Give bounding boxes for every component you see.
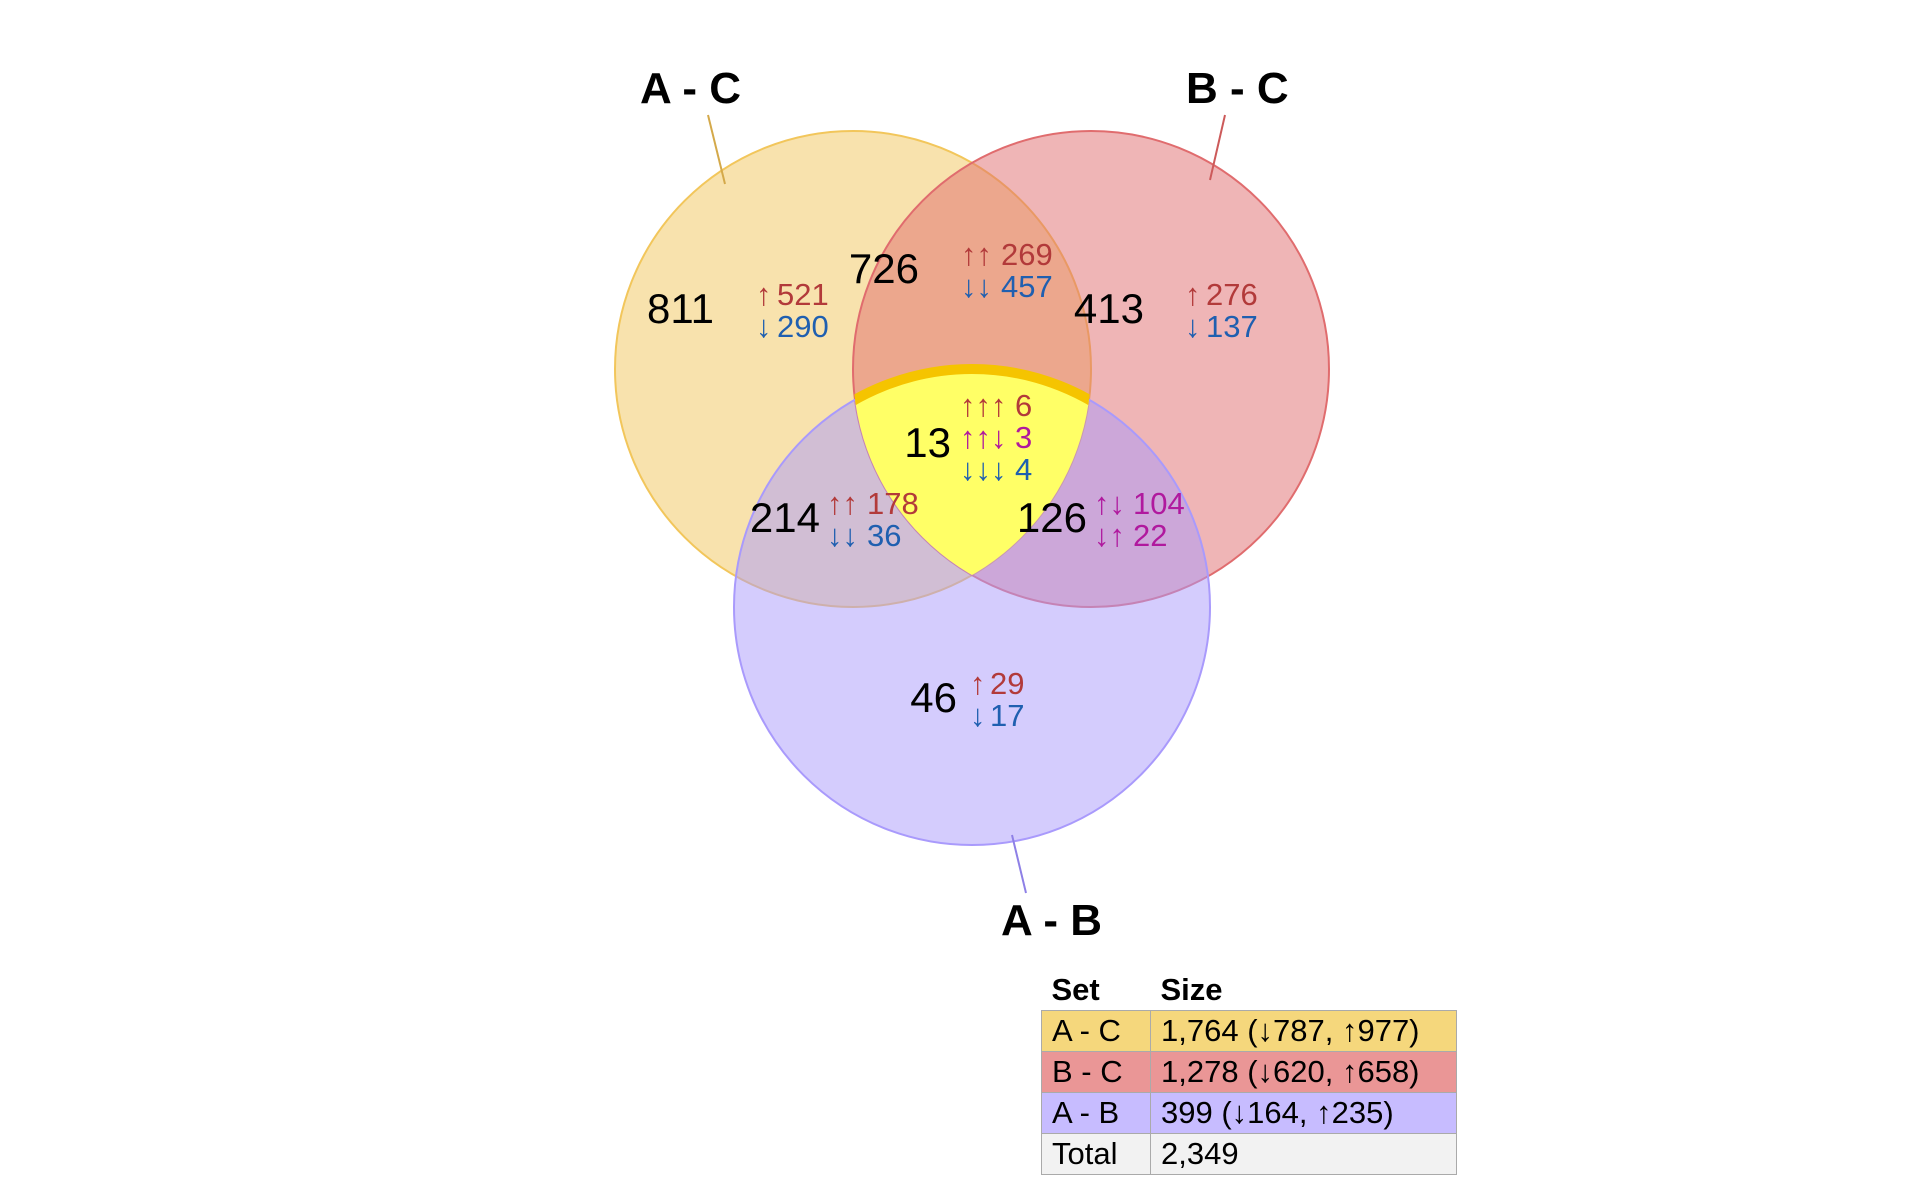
legend-row: A - B 399 (↓164, ↑235): [1041, 1092, 1457, 1134]
region-arrows: ↓↓: [827, 518, 858, 553]
region-arrows: ↓↓↓: [960, 452, 1007, 487]
label-leader-b-c: [1209, 114, 1226, 181]
legend-cell-set: A - B: [1041, 1092, 1151, 1134]
region-total: 126: [1017, 494, 1087, 541]
region-value: 178: [867, 486, 919, 521]
region-value: 269: [1001, 237, 1053, 272]
label-leader-a-b: [1011, 834, 1027, 894]
legend-header-row: Set Size: [1042, 968, 1457, 1011]
region-value: 3: [1015, 420, 1032, 455]
legend-row: Total 2,349: [1041, 1133, 1457, 1175]
region-value: 17: [990, 698, 1024, 733]
region-ac-only: 811 ↑ 521↓ 290: [647, 277, 829, 344]
region-value: 22: [1133, 518, 1167, 553]
set-label-b-c: B - C: [1186, 64, 1289, 113]
triple-intersection-highlight: [853, 364, 1091, 607]
region-total: 811: [647, 285, 714, 332]
set-label-a-b: A - B: [1001, 896, 1102, 945]
region-arrows: ↑: [970, 666, 986, 701]
region-arrows: ↑↑↑: [960, 388, 1007, 423]
region-total: 413: [1074, 285, 1144, 332]
label-leader-a-c: [707, 114, 726, 185]
region-arrows: ↑↓: [1094, 486, 1125, 521]
legend-cell-size: 2,349: [1150, 1133, 1457, 1175]
region-arrows: ↓: [970, 698, 986, 733]
region-arrows: ↑: [756, 277, 772, 312]
region-total: 726: [849, 245, 919, 292]
region-ac-bc: 726 ↑↑ 269 ↓↓ 457: [849, 237, 1053, 304]
region-value: 29: [990, 666, 1024, 701]
region-total: 214: [750, 494, 820, 541]
region-all: 13 ↑↑↑ 6↑↑↓ 3↓↓↓ 4: [904, 388, 1032, 487]
region-value: 290: [777, 309, 829, 344]
legend-cell-set: Total: [1041, 1133, 1151, 1175]
region-bc-ab: 126 ↑↓ 104↓↑ 22: [1017, 486, 1185, 553]
region-value: 104: [1133, 486, 1185, 521]
legend-row: B - C 1,278 (↓620, ↑658): [1041, 1051, 1457, 1093]
set-label-a-c: A - C: [640, 64, 741, 113]
legend-cell-size: 1,278 (↓620, ↑658): [1150, 1051, 1457, 1093]
legend-cell-size: 1,764 (↓787, ↑977): [1150, 1010, 1457, 1052]
region-arrows: ↓: [1185, 309, 1201, 344]
region-arrows: ↑: [1185, 277, 1201, 312]
region-value: 457: [1001, 269, 1053, 304]
region-value: 4: [1015, 452, 1032, 487]
legend-cell-set: B - C: [1041, 1051, 1151, 1093]
region-value: 6: [1015, 388, 1032, 423]
venn-diagram: A - C B - C A - B 811 ↑ 521↓ 290 413 ↑ 276↓ 137…: [614, 64, 1330, 945]
legend-cell-set: A - C: [1041, 1010, 1151, 1052]
region-value: 36: [867, 518, 901, 553]
legend-header-set: Set: [1051, 972, 1100, 1007]
region-total: 46: [910, 674, 957, 721]
legend-header-size: Size: [1160, 972, 1223, 1007]
region-arrows: ↓↑: [1094, 518, 1125, 553]
region-value: 276: [1206, 277, 1258, 312]
region-arrows: ↑↑↓: [960, 420, 1007, 455]
region-arrows: ↑↑: [827, 486, 858, 521]
region-value: 521: [777, 277, 829, 312]
region-arrows: ↓↓: [961, 269, 992, 304]
legend-row: A - C 1,764 (↓787, ↑977): [1041, 1010, 1457, 1052]
region-total: 13: [904, 419, 951, 466]
region-ac-ab: 214 ↑↑ 178 ↓↓ 36: [750, 486, 919, 553]
region-arrows: ↑↑: [961, 237, 992, 272]
region-bc-only: 413 ↑ 276↓ 137: [1074, 277, 1258, 344]
region-value: 137: [1206, 309, 1258, 344]
legend-cell-size: 399 (↓164, ↑235): [1150, 1092, 1457, 1134]
region-ab-only: 46 ↑ 29↓ 17: [910, 666, 1024, 733]
region-arrows: ↓: [756, 309, 772, 344]
legend-table: Set Size A - C 1,764 (↓787, ↑977) B - C …: [1041, 968, 1457, 1175]
